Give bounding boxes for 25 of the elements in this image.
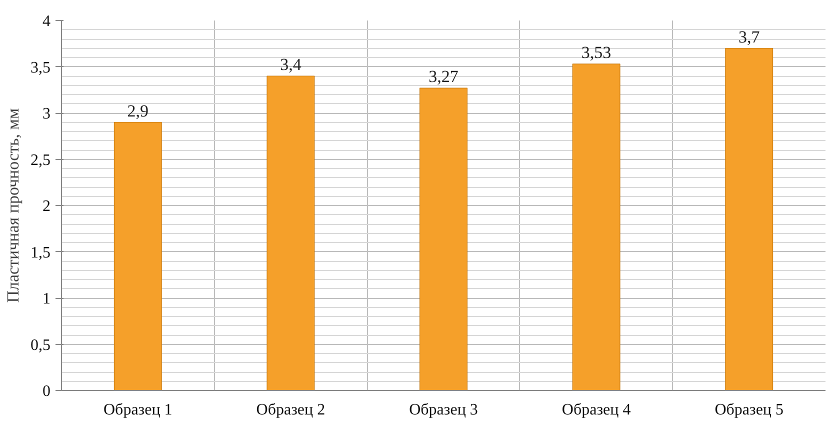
x-tick-label: Образец 5 <box>714 402 784 418</box>
y-tick-label: 0 <box>42 383 50 400</box>
data-label: 3,53 <box>581 42 612 62</box>
y-tick-label: 3,5 <box>30 59 50 76</box>
y-tick-label: 0,5 <box>30 336 50 354</box>
bar <box>572 64 620 390</box>
bar <box>266 76 315 390</box>
bar <box>114 122 162 390</box>
data-label: 3,4 <box>280 55 302 74</box>
y-tick-label: 3 <box>42 106 50 122</box>
data-label: 2,9 <box>127 101 149 120</box>
y-tick-label: 4 <box>42 13 50 30</box>
x-tick-label: Образец 3 <box>409 402 478 418</box>
bar <box>420 88 468 390</box>
x-tick-label: Образец 2 <box>256 402 326 418</box>
y-tick-label: 1 <box>42 290 50 308</box>
data-label: 3,27 <box>428 67 459 86</box>
x-tick-label: Образец 1 <box>104 402 172 418</box>
data-label: 3,7 <box>738 27 760 46</box>
bar <box>725 48 774 390</box>
y-tick-label: 1,5 <box>30 244 50 262</box>
y-tick-label: 2 <box>42 198 50 215</box>
y-axis-title: Пластичная прочность, мм <box>4 108 22 303</box>
y-tick-label: 2,5 <box>30 152 50 169</box>
x-tick-label: Образец 4 <box>562 402 631 418</box>
